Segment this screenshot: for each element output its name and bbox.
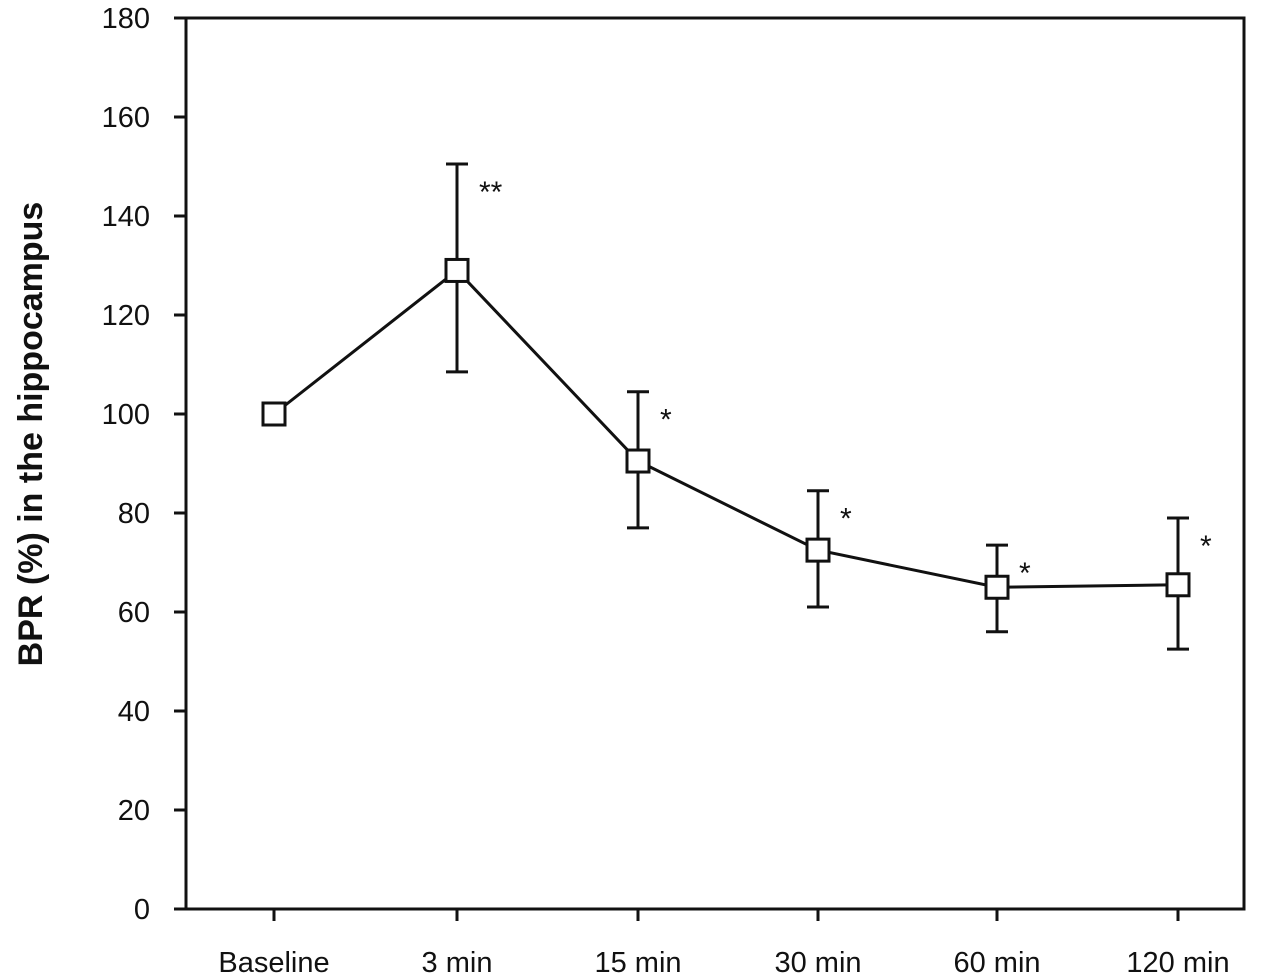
data-point-marker xyxy=(261,401,287,427)
data-point-marker xyxy=(444,257,470,283)
x-tick-label: 3 min xyxy=(422,947,493,979)
y-tick-label: 20 xyxy=(118,795,150,827)
y-tick-label: 0 xyxy=(134,894,150,926)
plot-frame xyxy=(184,16,1246,911)
y-tick-label: 60 xyxy=(118,597,150,629)
x-tick-label: Baseline xyxy=(218,947,329,979)
significance-label: * xyxy=(660,404,672,437)
y-tick-label: 140 xyxy=(102,201,150,233)
data-point-marker xyxy=(1165,572,1191,598)
data-point-marker xyxy=(625,448,651,474)
y-axis: 0 20 40 60 80 100 120 140 160 180 xyxy=(102,3,186,926)
y-axis-title: BPR (%) in the hippocampus xyxy=(12,202,50,667)
series-line xyxy=(273,268,1179,589)
data-point-marker xyxy=(984,574,1010,600)
x-tick-label: 120 min xyxy=(1126,947,1229,979)
significance-label: * xyxy=(1019,557,1031,590)
series-layer: ****** xyxy=(261,162,1212,651)
significance-label: * xyxy=(840,503,852,536)
significance-label: ** xyxy=(479,176,503,209)
y-tick-label: 180 xyxy=(102,3,150,35)
x-tick-label: 15 min xyxy=(594,947,681,979)
data-point-marker xyxy=(805,537,831,563)
significance-label: * xyxy=(1200,530,1212,563)
y-tick-label: 120 xyxy=(102,300,150,332)
y-tick-label: 160 xyxy=(102,102,150,134)
x-axis: Baseline 3 min 15 min 30 min 60 min 120 min xyxy=(218,909,1230,979)
x-tick-label: 60 min xyxy=(953,947,1040,979)
y-tick-label: 80 xyxy=(118,498,150,530)
y-tick-label: 100 xyxy=(102,399,150,431)
y-tick-label: 40 xyxy=(118,696,150,728)
x-tick-label: 30 min xyxy=(774,947,861,979)
